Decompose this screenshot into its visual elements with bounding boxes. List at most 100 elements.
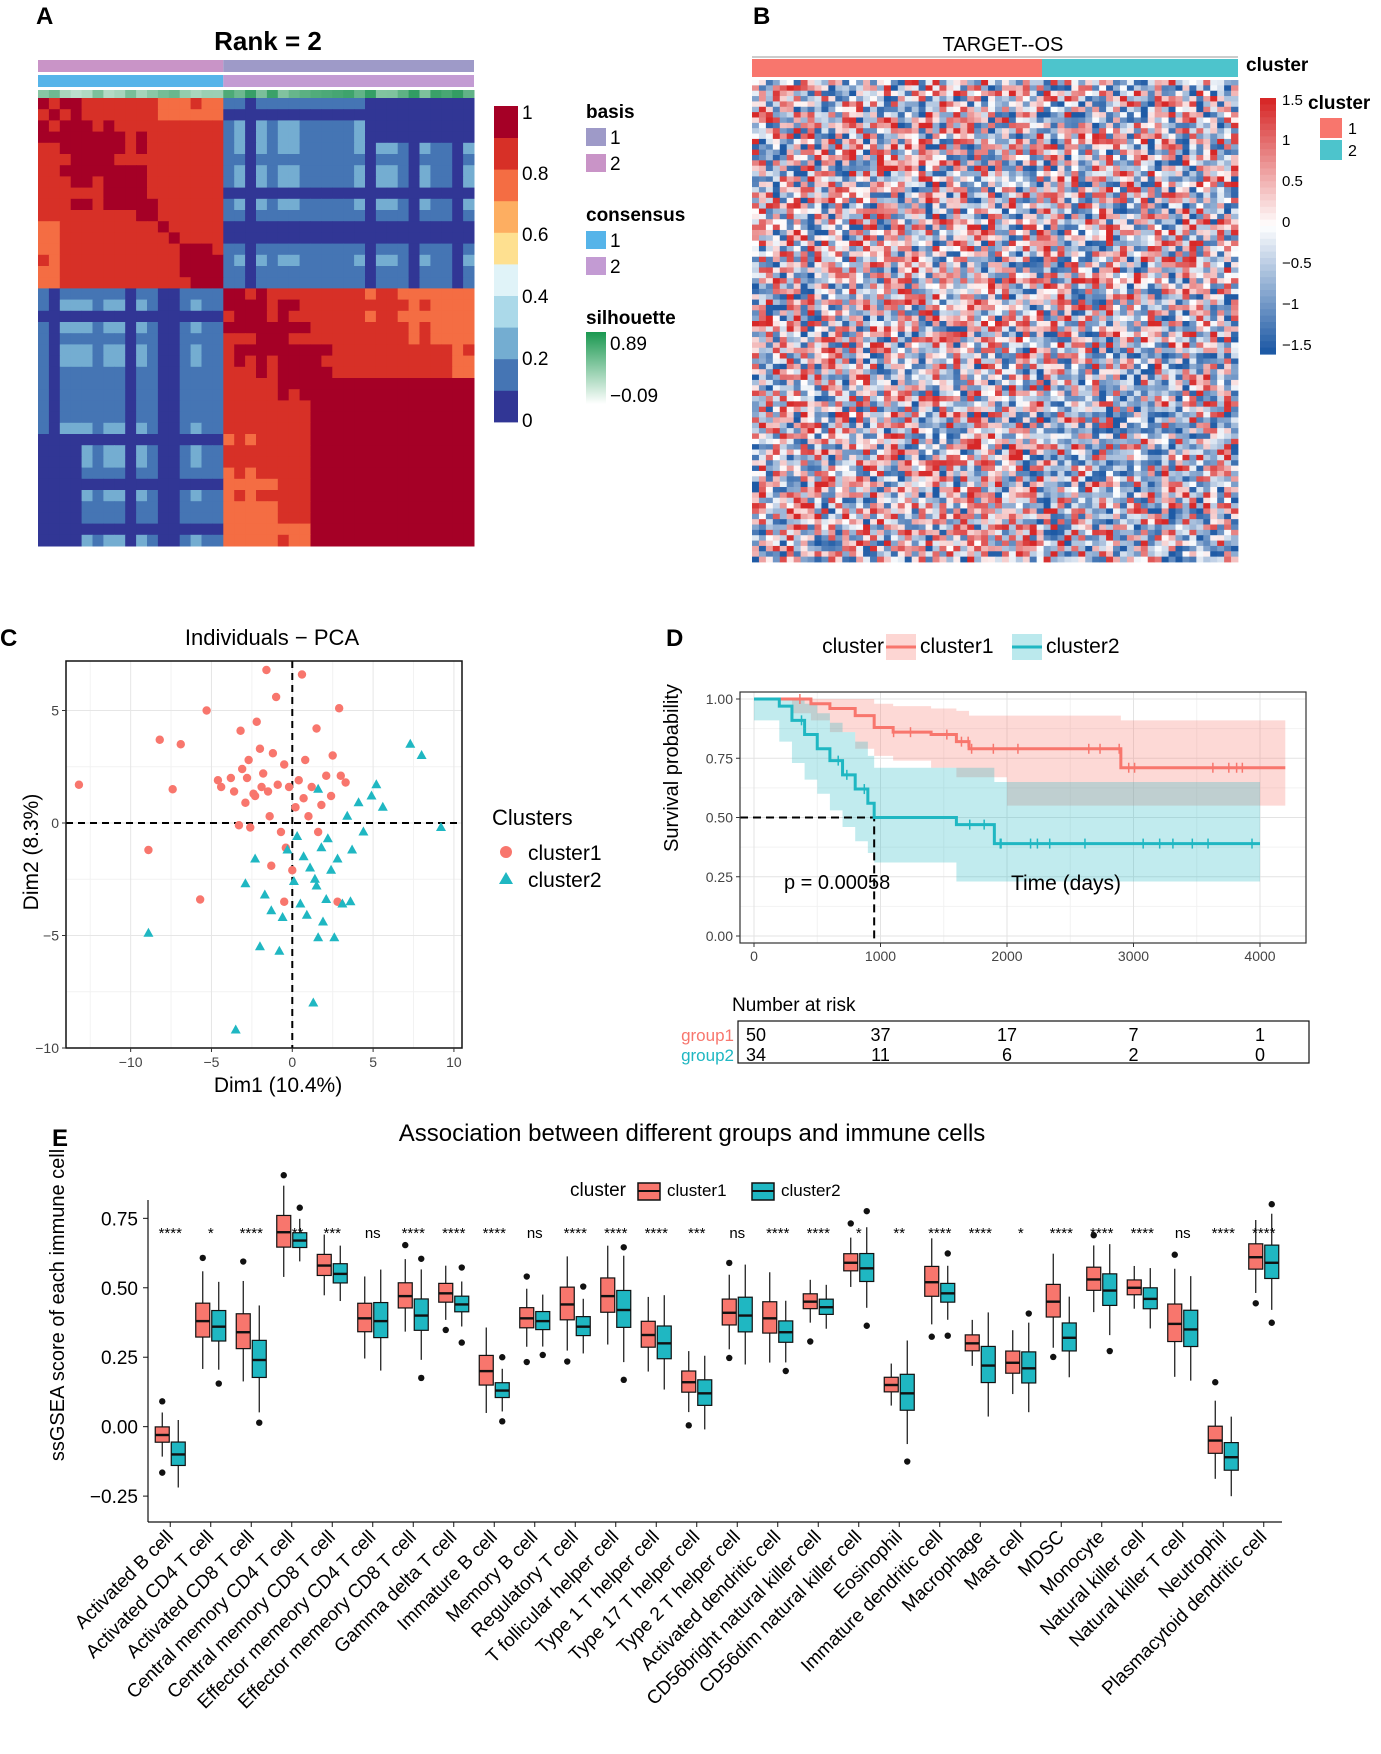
heatmap-b-cell xyxy=(1154,144,1163,151)
annotation-silhouette-cell xyxy=(375,90,388,102)
heatmap-a-cell xyxy=(212,221,224,233)
heatmap-b-cell xyxy=(1008,138,1017,145)
heatmap-b-cell xyxy=(1001,203,1010,209)
heatmap-a-cell xyxy=(277,299,290,312)
heatmap-b-cell xyxy=(1147,283,1156,290)
heatmap-a-cell xyxy=(430,389,442,401)
heatmap-b-cell xyxy=(1210,101,1218,108)
heatmap-b-cell xyxy=(786,154,795,161)
heatmap-a-cell xyxy=(397,400,410,413)
heatmap-a-cell xyxy=(277,154,290,166)
heatmap-b-cell xyxy=(1231,321,1239,327)
heatmap-a-cell xyxy=(190,266,202,278)
heatmap-b-cell xyxy=(758,315,767,322)
heatmap-b-cell xyxy=(1022,197,1031,204)
heatmap-b-cell xyxy=(814,310,822,317)
heatmap-b-cell xyxy=(814,80,822,86)
heatmap-a-cell xyxy=(157,344,170,357)
heatmap-a-cell xyxy=(38,501,50,513)
heatmap-b-cell xyxy=(1175,160,1183,167)
heatmap-a-cell xyxy=(408,131,420,144)
heatmap-b-cell xyxy=(904,197,913,204)
heatmap-b-cell xyxy=(807,144,815,151)
heatmap-b-cell xyxy=(974,219,982,225)
heatmap-a-cell xyxy=(452,221,464,233)
heatmap-b-cell xyxy=(1140,203,1149,209)
heatmap-b-cell xyxy=(1015,208,1024,215)
heatmap-b-cell xyxy=(842,278,850,284)
heatmap-b-cell xyxy=(1015,149,1024,156)
heatmap-b-cell xyxy=(1140,310,1149,317)
heatmap-b-cell xyxy=(918,144,926,151)
heatmap-a-cell xyxy=(212,210,224,222)
heatmap-b-cell xyxy=(890,176,899,183)
heatmap-b-cell xyxy=(1022,187,1031,193)
heatmap-b-cell xyxy=(1189,138,1197,145)
heatmap-a-cell xyxy=(223,210,235,222)
heatmap-a-cell xyxy=(168,109,181,121)
heatmap-a-cell xyxy=(157,109,170,121)
heatmap-b-cell xyxy=(1015,160,1024,167)
heatmap-b-cell xyxy=(960,171,968,177)
heatmap-b-cell xyxy=(786,267,795,274)
heatmap-b-cell xyxy=(904,106,913,113)
heatmap-a-cell xyxy=(256,355,268,368)
heatmap-b-cell xyxy=(1022,144,1031,151)
heatmap-a-cell xyxy=(245,490,257,502)
heatmap-a-cell xyxy=(299,221,311,233)
heatmap-b-cell xyxy=(1154,160,1163,167)
heatmap-b-cell xyxy=(897,176,906,183)
heatmap-a-cell xyxy=(375,478,388,491)
heatmap-b-cell xyxy=(1189,256,1197,263)
heatmap-b-cell xyxy=(1224,122,1232,129)
heatmap-a-cell xyxy=(59,98,72,110)
heatmap-a-cell xyxy=(114,176,126,189)
heatmap-b-cell xyxy=(1203,283,1211,290)
heatmap-b-cell xyxy=(876,144,885,151)
heatmap-b-cell xyxy=(786,256,795,263)
heatmap-a-cell xyxy=(201,400,213,413)
heatmap-b-cell xyxy=(779,219,788,225)
heatmap-b-cell xyxy=(988,288,996,295)
heatmap-b-cell xyxy=(939,208,947,215)
heatmap-b-cell xyxy=(800,272,808,279)
heatmap-a-cell xyxy=(234,434,246,446)
heatmap-a-cell xyxy=(256,467,268,480)
heatmap-b-cell xyxy=(981,235,989,242)
heatmap-b-cell xyxy=(1092,213,1100,220)
heatmap-a-cell xyxy=(201,534,213,547)
heatmap-a-cell xyxy=(157,288,170,301)
heatmap-b-cell xyxy=(1001,85,1010,92)
heatmap-a-cell xyxy=(114,389,126,401)
heatmap-b-cell xyxy=(870,315,878,322)
heatmap-a-cell xyxy=(234,310,246,323)
heatmap-a-cell xyxy=(114,490,126,502)
heatmap-b-cell xyxy=(1182,122,1190,129)
heatmap-b-cell xyxy=(1106,144,1114,151)
heatmap-b-cell xyxy=(1050,85,1058,92)
heatmap-a-cell xyxy=(59,344,72,357)
heatmap-b-cell xyxy=(925,101,933,108)
heatmap-a-cell xyxy=(277,512,290,525)
heatmap-b-cell xyxy=(1231,235,1239,242)
heatmap-b-cell xyxy=(897,106,906,113)
heatmap-b-cell xyxy=(1203,90,1211,97)
heatmap-b-cell xyxy=(911,117,920,124)
heatmap-b-cell xyxy=(842,251,850,258)
heatmap-b-cell xyxy=(1210,315,1218,322)
heatmap-b-cell xyxy=(960,219,968,225)
heatmap-b-cell xyxy=(911,112,920,118)
heatmap-a-cell xyxy=(310,512,322,525)
heatmap-b-cell xyxy=(1029,224,1038,231)
heatmap-b-cell xyxy=(1057,122,1065,129)
heatmap-b-cell xyxy=(835,262,843,268)
heatmap-b-cell xyxy=(1043,133,1051,140)
heatmap-b-cell xyxy=(1126,326,1135,333)
heatmap-b-cell xyxy=(1161,165,1169,172)
heatmap-b-cell xyxy=(911,122,920,129)
heatmap-b-cell xyxy=(932,283,940,290)
heatmap-b-cell xyxy=(1057,304,1065,311)
heatmap-a-cell xyxy=(147,266,159,278)
heatmap-a-cell xyxy=(441,142,453,155)
heatmap-b-cell xyxy=(974,267,982,274)
